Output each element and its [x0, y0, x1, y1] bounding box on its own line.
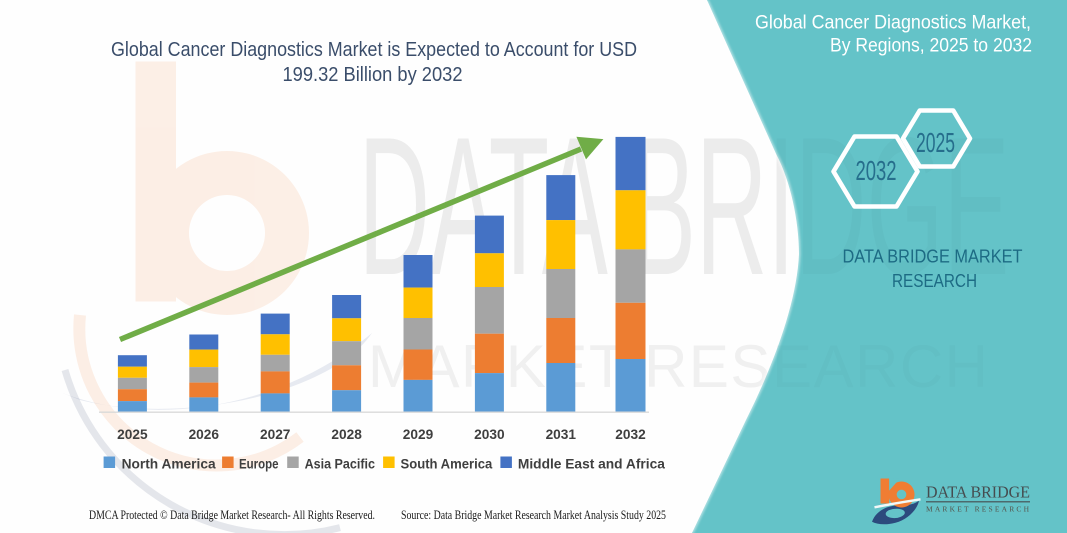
svg-text:Source: Data Bridge Market Res: Source: Data Bridge Market Research Mark…: [401, 508, 666, 522]
svg-text:2032: 2032: [615, 427, 646, 442]
svg-text:2032: 2032: [856, 155, 897, 186]
svg-text:2028: 2028: [331, 427, 362, 442]
svg-text:Global Cancer Diagnostics Mark: Global Cancer Diagnostics Market,: [755, 11, 1031, 33]
svg-text:North America: North America: [122, 457, 217, 472]
svg-text:2027: 2027: [260, 427, 291, 442]
svg-text:2026: 2026: [189, 427, 220, 442]
svg-text:RESEARCH: RESEARCH: [892, 270, 977, 291]
svg-text:Asia Pacific: Asia Pacific: [305, 457, 376, 472]
svg-text:199.32 Billion by 2032: 199.32 Billion by 2032: [283, 63, 463, 86]
svg-text:DATA BRIDGE MARKET: DATA BRIDGE MARKET: [843, 246, 1023, 267]
svg-text:MARKET RESEARCH: MARKET RESEARCH: [926, 505, 1030, 514]
svg-text:2025: 2025: [916, 127, 955, 158]
svg-text:DMCA Protected © Data Bridge M: DMCA Protected © Data Bridge Market Rese…: [89, 508, 375, 522]
svg-text:2029: 2029: [403, 427, 434, 442]
svg-text:2025: 2025: [117, 427, 148, 442]
svg-text:By Regions, 2025 to 2032: By Regions, 2025 to 2032: [830, 35, 1032, 57]
svg-text:2031: 2031: [546, 427, 577, 442]
svg-text:Middle East and Africa: Middle East and Africa: [518, 457, 666, 472]
svg-text:DATA BRIDGE: DATA BRIDGE: [926, 483, 1030, 502]
svg-text:Europe: Europe: [239, 457, 279, 472]
svg-text:Global Cancer Diagnostics Mark: Global Cancer Diagnostics Market is Expe…: [111, 38, 637, 61]
svg-text:South America: South America: [401, 457, 493, 472]
svg-text:2030: 2030: [474, 427, 505, 442]
